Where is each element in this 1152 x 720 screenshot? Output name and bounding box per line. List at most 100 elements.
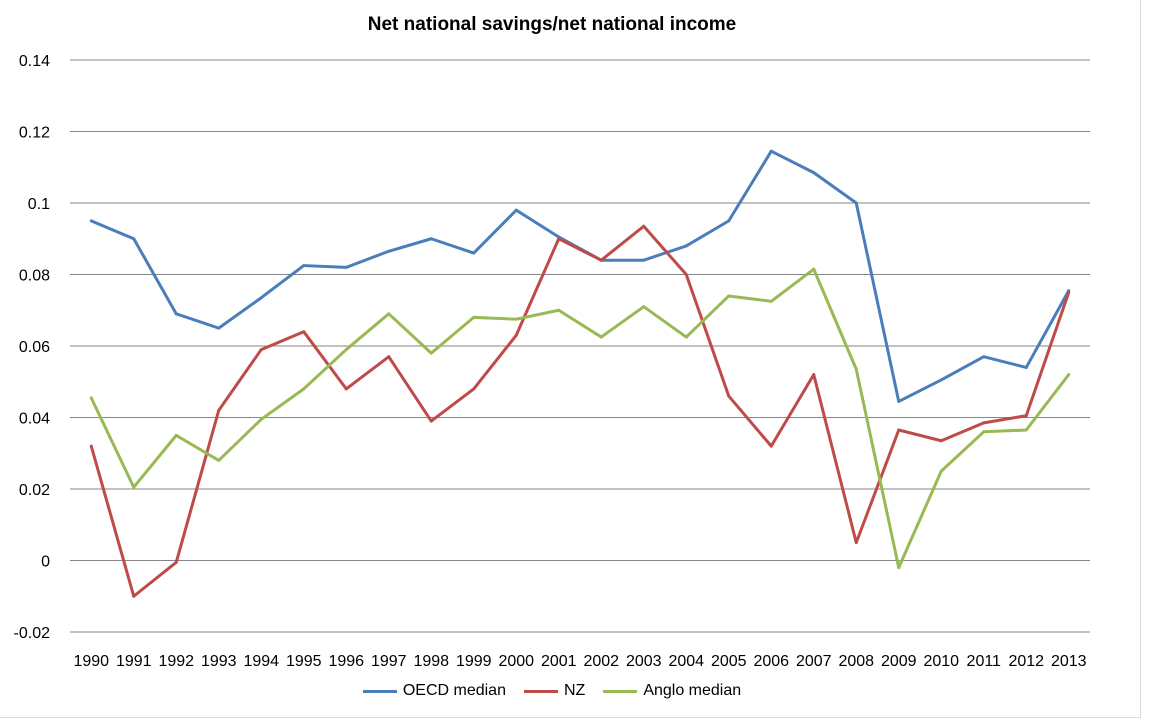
- data-point: [557, 237, 561, 241]
- x-tick-label: 1998: [413, 653, 449, 670]
- data-point: [174, 560, 178, 564]
- data-point: [684, 244, 688, 248]
- data-point: [642, 224, 646, 228]
- data-point: [259, 348, 263, 352]
- y-tick-label: 0.04: [19, 411, 50, 428]
- data-point: [557, 308, 561, 312]
- x-tick-label: 2000: [498, 653, 534, 670]
- x-tick-label: 1991: [116, 653, 152, 670]
- x-tick-label: 1995: [286, 653, 322, 670]
- data-point: [429, 237, 433, 241]
- data-point: [89, 219, 93, 223]
- data-point: [812, 267, 816, 271]
- series-line-oecd-median: [90, 149, 1071, 403]
- x-tick-label: 2002: [583, 653, 619, 670]
- data-point: [897, 399, 901, 403]
- x-tick-label: 1993: [201, 653, 237, 670]
- data-point: [1024, 414, 1028, 418]
- y-tick-label: 0.14: [19, 53, 50, 70]
- data-point: [174, 433, 178, 437]
- y-tick-label: 0.1: [28, 196, 50, 213]
- data-point: [982, 421, 986, 425]
- x-tick-label: 1999: [456, 653, 492, 670]
- data-point: [89, 396, 93, 400]
- data-point: [217, 326, 221, 330]
- x-tick-label: 2012: [1008, 653, 1044, 670]
- data-point: [132, 237, 136, 241]
- x-tick-label: 2009: [881, 653, 917, 670]
- data-point: [897, 428, 901, 432]
- data-point: [854, 367, 858, 371]
- data-point: [429, 419, 433, 423]
- x-tick-label: 1994: [243, 653, 279, 670]
- data-point: [472, 251, 476, 255]
- data-point: [259, 417, 263, 421]
- data-point: [472, 387, 476, 391]
- data-point: [769, 444, 773, 448]
- data-point: [939, 378, 943, 382]
- y-tick-label: 0.06: [19, 339, 50, 356]
- x-tick-label: 1996: [328, 653, 364, 670]
- data-point: [1024, 428, 1028, 432]
- x-tick-label: 2010: [923, 653, 959, 670]
- data-point: [769, 149, 773, 153]
- data-point: [174, 312, 178, 316]
- y-tick-label: 0: [41, 554, 50, 571]
- legend-swatch: [362, 689, 397, 693]
- data-point: [727, 394, 731, 398]
- data-point: [387, 355, 391, 359]
- legend-label: NZ: [563, 682, 586, 699]
- x-tick-label: 2011: [967, 653, 1002, 670]
- data-point: [642, 305, 646, 309]
- data-point: [684, 335, 688, 339]
- data-point: [387, 249, 391, 253]
- data-point: [727, 219, 731, 223]
- data-point: [344, 387, 348, 391]
- data-point: [599, 335, 603, 339]
- data-point: [812, 373, 816, 377]
- data-point: [854, 541, 858, 545]
- data-point: [514, 208, 518, 212]
- data-point: [642, 258, 646, 262]
- data-point: [217, 408, 221, 412]
- data-point: [344, 265, 348, 269]
- data-point: [259, 296, 263, 300]
- series-line-anglo-median: [89, 267, 1070, 570]
- data-point: [939, 439, 943, 443]
- data-point: [1024, 365, 1028, 369]
- y-tick-label: 0.12: [19, 125, 50, 142]
- y-tick-label: 0.02: [19, 482, 50, 499]
- data-point: [514, 317, 518, 321]
- chart-title: Net national savings/net national income: [367, 14, 737, 35]
- data-point: [897, 566, 901, 570]
- data-point: [982, 355, 986, 359]
- data-point: [217, 458, 221, 462]
- data-point: [472, 315, 476, 319]
- y-tick-label: 0.08: [19, 268, 50, 285]
- data-point: [132, 485, 136, 489]
- x-tick-label: 2008: [838, 653, 874, 670]
- legend-item: Anglo median: [603, 682, 741, 700]
- data-point: [344, 348, 348, 352]
- data-point: [132, 594, 136, 598]
- legend-swatch: [603, 689, 638, 693]
- x-tick-label: 2003: [626, 653, 662, 670]
- legend-item: OECD median: [362, 682, 506, 700]
- x-tick-label: 2007: [796, 653, 832, 670]
- data-point: [1067, 373, 1071, 377]
- data-point: [727, 294, 731, 298]
- data-point: [387, 312, 391, 316]
- x-tick-label: 1990: [73, 653, 109, 670]
- data-point: [302, 264, 306, 268]
- data-point: [599, 258, 603, 262]
- x-tick-label: 2004: [668, 653, 704, 670]
- data-point: [302, 330, 306, 334]
- data-point: [302, 387, 306, 391]
- data-point: [812, 171, 816, 175]
- y-tick-label: -0.02: [14, 625, 51, 642]
- legend-label: Anglo median: [643, 682, 742, 699]
- legend-item: NZ: [523, 682, 586, 700]
- data-point: [429, 351, 433, 355]
